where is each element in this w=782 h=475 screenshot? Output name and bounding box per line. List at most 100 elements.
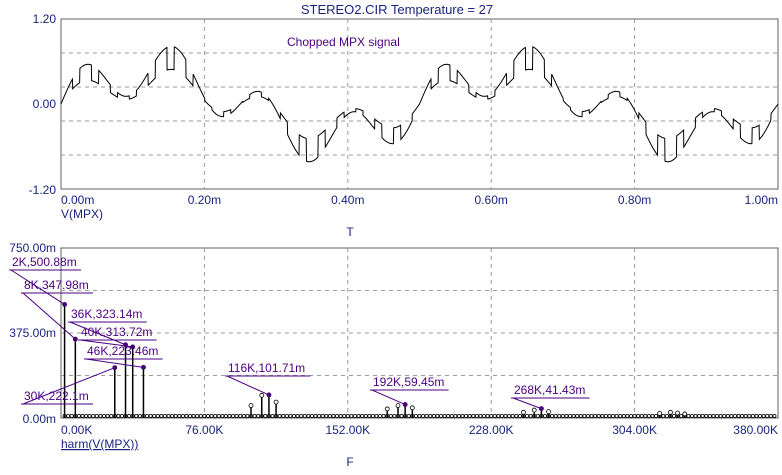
harmonic-bar-cap: [521, 409, 526, 415]
harmonic-bar-cap: [531, 407, 537, 413]
baseline-marker: [152, 413, 157, 418]
baseline-marker: [370, 413, 375, 418]
baseline-marker: [216, 413, 221, 418]
baseline-marker: [596, 413, 601, 418]
baseline-marker: [772, 413, 777, 418]
baseline-marker: [327, 413, 332, 418]
baseline-marker: [496, 413, 501, 418]
baseline-marker: [137, 413, 142, 418]
baseline-marker: [686, 413, 691, 418]
harmonic-bar-cap: [668, 409, 673, 415]
baseline-marker: [582, 413, 587, 418]
baseline-marker: [145, 413, 150, 418]
baseline-marker: [478, 413, 483, 418]
baseline-marker: [91, 413, 96, 418]
top-plot[interactable]: Chopped MPX signal 1.20 0.00 -1.20 0.00m…: [29, 12, 779, 239]
baseline-marker: [331, 413, 336, 418]
harmonic-annotation[interactable]: 46K,223.46m: [87, 344, 158, 358]
baseline-marker: [661, 413, 666, 418]
baseline-marker: [489, 413, 494, 418]
baseline-marker: [317, 413, 322, 418]
baseline-marker: [697, 413, 702, 418]
baseline-marker: [155, 413, 160, 418]
baseline-marker: [245, 413, 250, 418]
baseline-marker: [284, 413, 289, 418]
harmonic-labels[interactable]: 2K,500.88m 8K,347.98m 36K,323.14m 40K,313.7…: [9, 255, 590, 411]
harmonic-bar-cap: [675, 410, 681, 416]
baseline-marker: [119, 413, 124, 418]
annotation-pointer: [371, 389, 406, 405]
harmonic-annotation[interactable]: 40K,313.72m: [81, 325, 152, 339]
baseline-marker: [535, 413, 540, 418]
baseline-marker: [517, 413, 522, 418]
x-tick-label: 228.00K: [469, 423, 514, 437]
baseline-marker: [761, 413, 766, 418]
baseline-marker: [542, 413, 547, 418]
bottom-plot[interactable]: 750.00m 375.00m 0.00m 0.00K 76.00K 152.0…: [9, 241, 779, 469]
harmonic-annotation[interactable]: 192K,59.45m: [373, 375, 444, 389]
x-tick-label: 76.00K: [185, 423, 223, 437]
baseline-marker: [732, 413, 737, 418]
annotation-pointer-tip: [112, 365, 117, 370]
y-tick-label: 375.00m: [9, 326, 56, 340]
annotation-pointer-tip: [141, 365, 146, 370]
baseline-marker: [704, 413, 709, 418]
baseline-marker: [754, 413, 759, 418]
baseline-marker: [654, 413, 659, 418]
harmonic-annotation[interactable]: 268K,41.43m: [514, 383, 585, 397]
baseline-marker: [765, 413, 770, 418]
annotation-pointer: [22, 367, 115, 405]
trace-label[interactable]: harm(V(MPX)): [61, 437, 138, 451]
baseline-marker: [392, 413, 397, 418]
harmonic-annotation[interactable]: 36K,323.14m: [71, 307, 142, 321]
baseline-marker: [722, 413, 727, 418]
baseline-marker: [356, 413, 361, 418]
harmonic-annotation[interactable]: 2K,500.88m: [12, 255, 77, 269]
baseline-marker: [672, 413, 677, 418]
baseline-marker: [439, 413, 444, 418]
x-axis-label: F: [346, 455, 353, 469]
baseline-marker: [173, 413, 178, 418]
trace-label[interactable]: V(MPX): [61, 207, 103, 221]
baseline-marker: [768, 413, 773, 418]
baseline-marker: [593, 413, 598, 418]
x-tick-label: 0.40m: [331, 193, 364, 207]
y-tick-label: 1.20: [33, 12, 57, 26]
baseline-marker: [309, 413, 314, 418]
harmonic-bars: [62, 302, 777, 418]
baseline-marker: [528, 413, 533, 418]
harmonic-bar-cap: [409, 405, 415, 411]
baseline-marker: [464, 413, 469, 418]
x-tick-label: 0.00m: [61, 193, 94, 207]
harmonic-annotation[interactable]: 30K,222.1m: [24, 389, 89, 403]
harmonic-bar-cap: [384, 406, 390, 412]
baseline-marker: [399, 413, 404, 418]
baseline-marker: [689, 413, 694, 418]
baseline-marker: [252, 413, 257, 418]
baseline-marker: [241, 413, 246, 418]
baseline-marker: [313, 413, 318, 418]
baseline-marker: [646, 413, 651, 418]
annotation-pointer-tip: [130, 344, 135, 350]
baseline-marker: [715, 413, 720, 418]
baseline-marker: [758, 413, 763, 418]
bottom-gridlines: [61, 248, 778, 418]
y-tick-label: -1.20: [29, 183, 57, 197]
harmonic-annotation[interactable]: 8K,347.98m: [24, 278, 89, 292]
mpx-signal-trace[interactable]: [60, 46, 779, 163]
baseline-marker: [335, 413, 340, 418]
harmonic-annotation[interactable]: 116K,101.71m: [228, 361, 305, 375]
baseline-marker: [453, 413, 458, 418]
baseline-marker: [446, 413, 451, 418]
baseline-marker: [482, 413, 487, 418]
baseline-marker: [492, 413, 497, 418]
baseline-marker: [729, 413, 734, 418]
baseline-marker: [342, 413, 347, 418]
baseline-marker: [105, 413, 110, 418]
harmonic-bar-cap: [273, 399, 279, 405]
baseline-marker: [116, 413, 121, 418]
y-tick-label: 0.00: [33, 97, 57, 111]
signal-annotation: Chopped MPX signal: [287, 35, 400, 49]
baseline-marker: [632, 413, 637, 418]
